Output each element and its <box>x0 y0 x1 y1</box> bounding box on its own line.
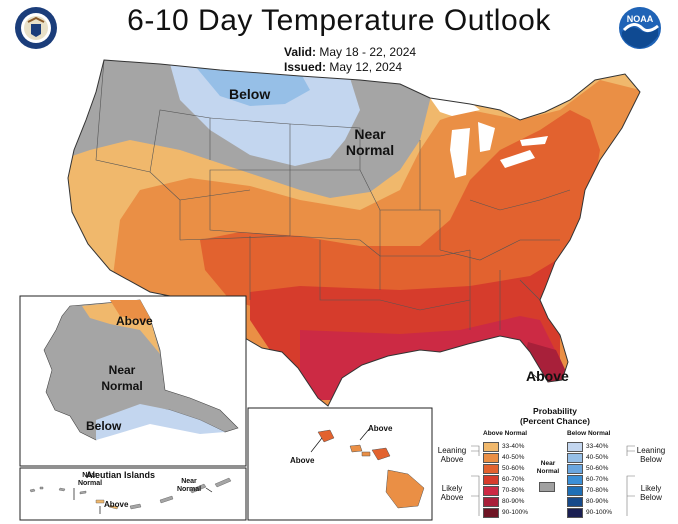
legend-above-swatch <box>483 464 499 474</box>
legend-above-label: 80-90% <box>502 498 525 505</box>
label-normal-main: Normal <box>345 142 395 158</box>
legend-above-label: 90-100% <box>502 509 529 516</box>
label-alaska-normal: Normal <box>101 379 143 393</box>
aleutian-title: Aleutian Islands <box>86 470 156 480</box>
legend-leaning-below-1: Leaning <box>636 446 666 455</box>
legend-below-swatch <box>567 475 583 485</box>
label-near-normal-main: Near Normal <box>340 126 400 158</box>
legend-likely-above: Likely Above <box>435 484 469 502</box>
legend-above-swatch <box>483 486 499 496</box>
legend-leaning-above-2: Above <box>440 455 464 464</box>
hawaii-islands-shapes <box>317 429 425 509</box>
label-aleutian-above: Above <box>104 500 129 509</box>
legend-below-swatch <box>567 453 583 463</box>
legend-likely-below-2: Below <box>640 493 662 502</box>
legend-above-swatch <box>483 475 499 485</box>
legend-leaning-above-1: Leaning <box>437 446 467 455</box>
legend-above-swatch <box>483 508 499 518</box>
legend-near-normal: Near Normal <box>533 460 563 476</box>
legend-likely-above-1: Likely <box>441 484 463 493</box>
legend-leaning-below: Leaning Below <box>631 446 671 464</box>
label-alaska-near-normal: Near Normal <box>100 362 144 394</box>
legend-below-swatch <box>567 464 583 474</box>
legend-above-label: 33-40% <box>502 443 525 450</box>
legend-leaning-below-2: Below <box>640 455 662 464</box>
noaa-logo-icon: NOAA <box>619 7 661 49</box>
legend-likely-below-1: Likely <box>640 484 662 493</box>
legend-near-normal-2: Normal <box>536 468 560 475</box>
page-title: 6-10 Day Temperature Outlook <box>127 4 551 37</box>
label-below-main: Below <box>229 86 271 102</box>
legend-near-normal-1: Near <box>540 460 556 467</box>
noaa-logo-text: NOAA <box>627 14 654 24</box>
label-alaska-below: Below <box>86 419 122 433</box>
doc-seal-icon <box>15 7 57 49</box>
legend-above-label: 50-60% <box>502 465 525 472</box>
alaska-region <box>43 299 239 441</box>
legend-above-label: 60-70% <box>502 476 525 483</box>
legend-below-swatch <box>567 486 583 496</box>
legend-title-2: (Percent Chance) <box>520 416 590 426</box>
legend-below-label: 90-100% <box>586 509 613 516</box>
legend-brackets <box>471 445 635 516</box>
label-aleutian-near-left: Near Normal <box>76 472 104 488</box>
legend-above-label: 40-50% <box>502 454 525 461</box>
legend-likely-below: Likely Below <box>631 484 671 502</box>
valid-label: Valid: <box>284 45 317 59</box>
legend-below-label: 40-50% <box>586 454 609 461</box>
legend-below-label: 33-40% <box>586 443 609 450</box>
label-aleutian-near-right-2: Normal <box>176 486 202 493</box>
label-aleutian-near-left-1: Near <box>82 472 98 479</box>
legend-title: Probability (Percent Chance) <box>435 406 675 426</box>
label-alaska-above: Above <box>116 314 153 328</box>
aleutian-inset-frame <box>19 467 247 521</box>
label-aleutian-near-right: Near Normal <box>174 478 204 494</box>
legend-below-swatch <box>567 442 583 452</box>
legend-above-swatch <box>483 497 499 507</box>
legend-near-normal-swatch <box>539 482 555 492</box>
legend-likely-above-2: Above <box>440 493 464 502</box>
valid-value: May 18 - 22, 2024 <box>319 45 417 59</box>
legend-below-label: 50-60% <box>586 465 609 472</box>
probability-legend: Probability (Percent Chance) Above Norma… <box>435 406 675 521</box>
valid-dates: Valid: May 18 - 22, 2024 Issued: May 12,… <box>284 45 416 75</box>
legend-above-head: Above Normal <box>483 430 528 437</box>
legend-above-swatch <box>483 442 499 452</box>
label-near-main: Near <box>354 126 386 142</box>
label-hawaii-above-1: Above <box>368 424 393 433</box>
legend-below-label: 60-70% <box>586 476 609 483</box>
label-above-main: Above <box>526 368 569 384</box>
aleutian-islands-shapes <box>29 477 232 510</box>
legend-below-head: Below Normal <box>567 430 611 437</box>
label-aleutian-near-right-1: Near <box>181 478 197 485</box>
legend-below-label: 70-80% <box>586 487 609 494</box>
legend-leaning-above: Leaning Above <box>435 446 469 464</box>
legend-above-swatch <box>483 453 499 463</box>
label-aleutian-near-left-2: Normal <box>77 480 103 487</box>
issued-value: May 12, 2024 <box>329 60 403 74</box>
state-borders <box>95 60 571 330</box>
legend-below-swatch <box>567 508 583 518</box>
label-hawaii-above-2: Above <box>290 456 315 465</box>
issued-label: Issued: <box>284 60 327 74</box>
legend-title-1: Probability <box>533 406 577 416</box>
legend-below-label: 80-90% <box>586 498 609 505</box>
label-alaska-near: Near <box>108 363 136 377</box>
legend-above-label: 70-80% <box>502 487 525 494</box>
legend-below-swatch <box>567 497 583 507</box>
